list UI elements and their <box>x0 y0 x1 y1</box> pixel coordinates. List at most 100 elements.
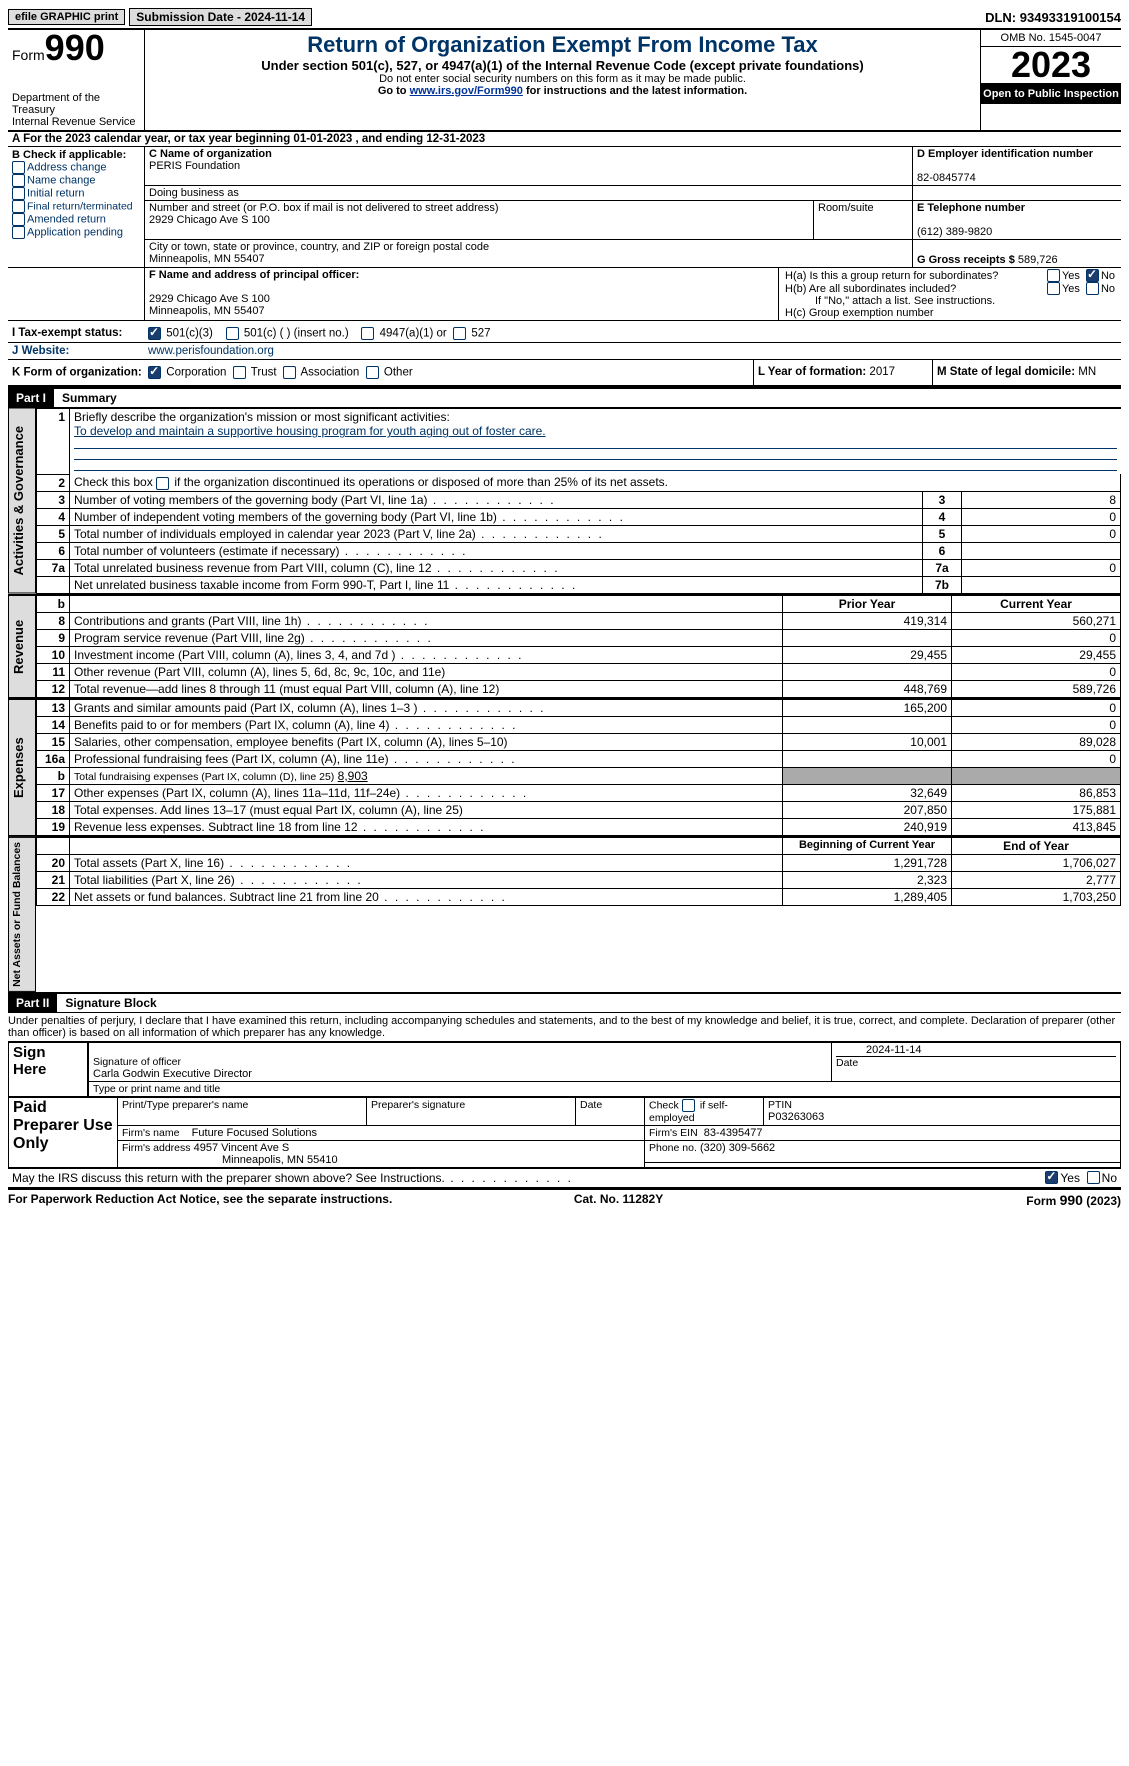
line7a-label: Total unrelated business revenue from Pa… <box>70 559 923 576</box>
line4-value: 0 <box>962 508 1121 525</box>
checkbox-4947a1[interactable] <box>361 327 374 340</box>
website-value[interactable]: www.perisfoundation.org <box>148 345 274 357</box>
label-application-pending: Application pending <box>27 227 123 239</box>
sign-date-value: 2024-11-14 <box>836 1044 1116 1057</box>
line22-prior: 1,289,405 <box>783 888 952 905</box>
hb-yes-label: Yes <box>1062 283 1080 295</box>
checkbox-ha-yes[interactable] <box>1047 269 1060 282</box>
line12-label: Total revenue—add lines 8 through 11 (mu… <box>70 680 783 697</box>
checkbox-discuss-no[interactable] <box>1087 1171 1100 1184</box>
checkbox-address-change[interactable] <box>12 161 25 174</box>
line16a-curr: 0 <box>952 750 1121 767</box>
firm-ein-value: 83-4395477 <box>704 1127 763 1139</box>
checkbox-501c[interactable] <box>226 327 239 340</box>
checkbox-initial-return[interactable] <box>12 187 25 200</box>
checkbox-self-employed[interactable] <box>682 1099 695 1112</box>
box-g-label: G Gross receipts $ <box>917 254 1015 266</box>
line11-prior <box>783 663 952 680</box>
checkbox-trust[interactable] <box>233 366 246 379</box>
label-initial-return: Initial return <box>27 188 84 200</box>
line2-label: Check this box <box>74 475 156 489</box>
label-4947a1: 4947(a)(1) or <box>380 328 447 340</box>
checkbox-501c3[interactable] <box>148 327 161 340</box>
firm-ein-label: Firm's EIN <box>649 1127 698 1139</box>
box-hb-note: If "No," attach a list. See instructions… <box>785 295 1115 307</box>
sign-here-label: Sign Here <box>9 1042 89 1096</box>
checkbox-527[interactable] <box>453 327 466 340</box>
line22-curr: 1,703,250 <box>952 888 1121 905</box>
tax-year: 2023 <box>981 47 1121 84</box>
vtab-activities-governance: Activities & Governance <box>8 408 36 594</box>
dln: DLN: 93493319100154 <box>985 10 1121 25</box>
discuss-yes-label: Yes <box>1060 1171 1080 1185</box>
line1-mission: To develop and maintain a supportive hou… <box>74 424 546 438</box>
checkbox-discontinued[interactable] <box>156 477 169 490</box>
telephone-value: (612) 389-9820 <box>917 226 992 238</box>
line15-curr: 89,028 <box>952 733 1121 750</box>
summary-netassets-table: Beginning of Current YearEnd of Year 20T… <box>36 837 1121 906</box>
line13-prior: 165,200 <box>783 699 952 716</box>
line7a-value: 0 <box>962 559 1121 576</box>
paid-preparer-label: Paid Preparer Use Only <box>9 1097 118 1167</box>
form-subtitle: Under section 501(c), 527, or 4947(a)(1)… <box>151 58 974 73</box>
checkbox-other[interactable] <box>366 366 379 379</box>
firm-addr1: 4957 Vincent Ave S <box>194 1142 290 1154</box>
form-header: Form990 Department of the Treasury Inter… <box>8 30 1121 132</box>
label-other: Other <box>384 367 413 379</box>
summary-expenses-table: 13Grants and similar amounts paid (Part … <box>36 699 1121 836</box>
checkbox-discuss-yes[interactable] <box>1045 1171 1058 1184</box>
line4-label: Number of independent voting members of … <box>70 508 923 525</box>
checkbox-hb-yes[interactable] <box>1047 282 1060 295</box>
type-print-label: Type or print name and title <box>88 1081 1121 1096</box>
line5-value: 0 <box>962 525 1121 542</box>
checkbox-association[interactable] <box>283 366 296 379</box>
line22-label: Net assets or fund balances. Subtract li… <box>70 888 783 905</box>
checkbox-name-change[interactable] <box>12 174 25 187</box>
ptin-label: PTIN <box>768 1099 792 1111</box>
ssn-note: Do not enter social security numbers on … <box>151 73 974 85</box>
footer-form-pre: Form <box>1026 1194 1059 1208</box>
officer-addr1: 2929 Chicago Ave S 100 <box>149 293 270 305</box>
ein-value: 82-0845774 <box>917 172 976 184</box>
checkbox-corporation[interactable] <box>148 366 161 379</box>
checkbox-application-pending[interactable] <box>12 226 25 239</box>
box-hc-label: H(c) Group exemption number <box>785 307 1115 319</box>
penalty-statement: Under penalties of perjury, I declare th… <box>8 1013 1121 1042</box>
hdr-prior-year: Prior Year <box>783 595 952 612</box>
line16b-value: 8,903 <box>338 769 368 783</box>
line15-label: Salaries, other compensation, employee b… <box>70 733 783 750</box>
box-b: B Check if applicable: Address change Na… <box>8 147 145 267</box>
line21-label: Total liabilities (Part X, line 26) <box>70 871 783 888</box>
footer-form-post: (2023) <box>1083 1194 1121 1208</box>
signature-officer-label: Signature of officer <box>93 1056 181 1068</box>
efile-print-button[interactable]: efile GRAPHIC print <box>8 9 125 25</box>
irs-form990-link[interactable]: www.irs.gov/Form990 <box>410 85 523 97</box>
checkbox-ha-no[interactable] <box>1086 269 1099 282</box>
officer-addr2: Minneapolis, MN 55407 <box>149 305 265 317</box>
label-name-change: Name change <box>27 175 96 187</box>
firm-phone-label: Phone no. <box>649 1142 697 1154</box>
line13-label: Grants and similar amounts paid (Part IX… <box>70 699 783 716</box>
checkbox-amended-return[interactable] <box>12 213 25 226</box>
paid-preparer-table: Paid Preparer Use Only Print/Type prepar… <box>8 1097 1121 1168</box>
part-2-header: Part II Signature Block <box>8 992 1121 1013</box>
submission-date: Submission Date - 2024-11-14 <box>129 8 312 26</box>
line11-curr: 0 <box>952 663 1121 680</box>
irs-label: Internal Revenue Service <box>12 116 140 128</box>
footer: For Paperwork Reduction Act Notice, see … <box>8 1188 1121 1208</box>
line12-curr: 589,726 <box>952 680 1121 697</box>
checkbox-hb-no[interactable] <box>1086 282 1099 295</box>
label-501c3: 501(c)(3) <box>166 328 213 340</box>
checkbox-final-return[interactable] <box>12 200 25 213</box>
line-a-tax-year: A For the 2023 calendar year, or tax yea… <box>8 132 1121 147</box>
line20-label: Total assets (Part X, line 16) <box>70 854 783 871</box>
goto-pre: Go to <box>378 85 410 97</box>
line12-prior: 448,769 <box>783 680 952 697</box>
line5-label: Total number of individuals employed in … <box>70 525 923 542</box>
top-bar: efile GRAPHIC print Submission Date - 20… <box>8 8 1121 30</box>
line13-curr: 0 <box>952 699 1121 716</box>
firm-addr2: Minneapolis, MN 55410 <box>122 1154 338 1166</box>
part-1-no: Part I <box>8 389 54 407</box>
preparer-date-label: Date <box>580 1099 602 1111</box>
org-name: PERIS Foundation <box>149 160 240 172</box>
